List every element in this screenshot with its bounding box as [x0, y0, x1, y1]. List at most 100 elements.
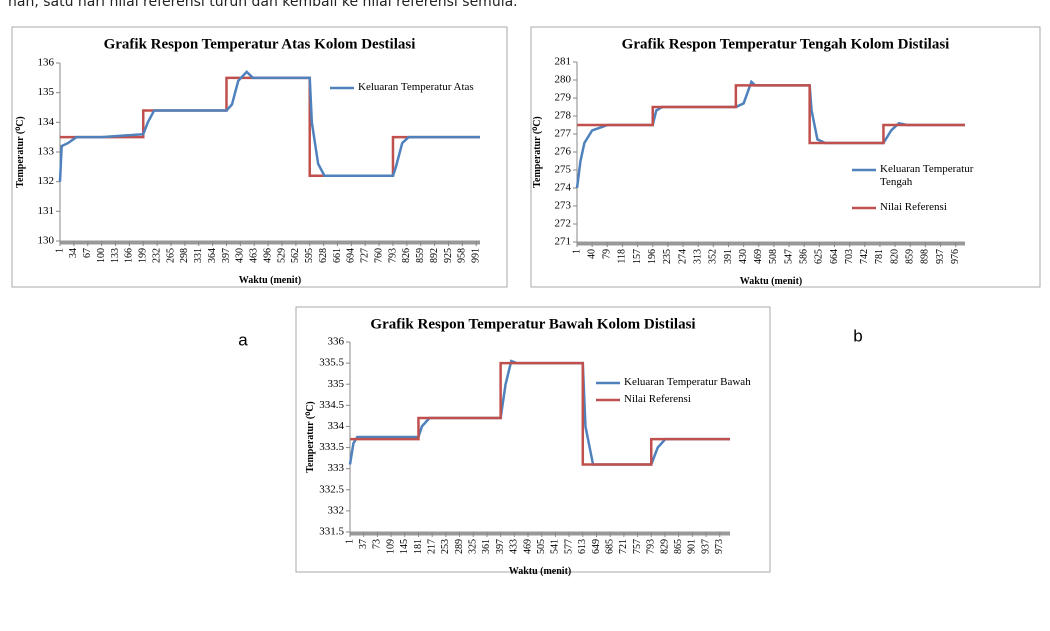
series-line [577, 84, 965, 145]
x-tick-label: 217 [426, 539, 437, 554]
x-tick-label: 793 [387, 248, 398, 263]
x-tick-label: 232 [151, 248, 162, 263]
x-tick-label: 562 [290, 248, 301, 263]
legend-label: Nilai Referensi [880, 201, 947, 213]
y-tick-label: 132 [38, 175, 55, 187]
x-tick-label: 664 [829, 249, 840, 264]
x-tick-label: 859 [415, 248, 426, 263]
x-tick-label: 727 [360, 248, 371, 263]
x-tick-label: 628 [318, 248, 329, 263]
x-tick-label: 820 [889, 249, 900, 264]
y-axis-label: Temperatur (⁰C) [532, 116, 543, 188]
x-tick-label: 397 [221, 248, 232, 263]
x-tick-label: 298 [179, 248, 190, 263]
x-tick-label: 331 [193, 248, 204, 263]
x-tick-label: 166 [124, 248, 135, 263]
x-tick-label: 1 [571, 249, 582, 254]
x-tick-label: 100 [96, 248, 107, 263]
x-tick-label: 430 [235, 248, 246, 263]
y-tick-label: 280 [555, 74, 572, 86]
x-tick-label: 496 [262, 248, 273, 263]
y-tick-label: 271 [555, 236, 572, 248]
y-tick-label: 334.5 [319, 399, 344, 411]
panel-label: a [238, 330, 248, 349]
x-tick-label: 757 [632, 539, 643, 554]
y-tick-label: 136 [38, 57, 55, 69]
x-tick-label: 118 [617, 249, 628, 264]
x-tick-label: 925 [443, 248, 454, 263]
x-tick-label: 793 [646, 539, 657, 554]
legend-label: Nilai Referensi [624, 393, 691, 405]
x-tick-label: 40 [586, 249, 597, 259]
y-tick-label: 332.5 [319, 483, 344, 495]
x-tick-label: 937 [935, 249, 946, 264]
x-tick-label: 361 [481, 539, 492, 554]
x-tick-label: 133 [110, 248, 121, 263]
y-tick-label: 272 [555, 218, 572, 230]
y-tick-label: 274 [555, 182, 572, 194]
y-tick-label: 331.5 [319, 526, 344, 538]
y-tick-label: 275 [555, 164, 572, 176]
legend-label: Keluaran Temperatur Atas [358, 81, 474, 93]
x-tick-label: 625 [814, 249, 825, 264]
x-tick-label: 397 [495, 539, 506, 554]
x-tick-label: 505 [536, 539, 547, 554]
x-tick-label: 973 [714, 539, 725, 554]
x-tick-label: 1 [54, 248, 65, 253]
chart-title: Grafik Respon Temperatur Atas Kolom Dest… [104, 36, 416, 52]
x-tick-label: 508 [768, 249, 779, 264]
x-tick-label: 1 [344, 539, 355, 544]
y-axis-label: Temperatur (⁰C) [305, 401, 316, 473]
x-tick-label: 976 [950, 249, 961, 264]
x-tick-label: 352 [708, 249, 719, 264]
y-tick-label: 278 [555, 110, 572, 122]
x-axis-label: Waktu (menit) [509, 566, 572, 577]
x-tick-label: 325 [468, 539, 479, 554]
y-tick-label: 334 [328, 420, 345, 432]
x-tick-label: 649 [591, 539, 602, 554]
x-tick-label: 67 [82, 248, 93, 258]
x-tick-label: 433 [509, 539, 520, 554]
x-tick-label: 109 [385, 539, 396, 554]
x-tick-label: 760 [373, 248, 384, 263]
x-tick-label: 829 [659, 539, 670, 554]
x-tick-label: 289 [454, 539, 465, 554]
x-tick-label: 196 [647, 249, 658, 264]
x-tick-label: 235 [662, 249, 673, 264]
x-tick-label: 181 [413, 539, 424, 554]
x-tick-label: 313 [692, 249, 703, 264]
y-tick-label: 130 [38, 235, 55, 247]
x-tick-label: 547 [783, 249, 794, 264]
x-tick-label: 34 [68, 248, 79, 258]
y-tick-label: 333.5 [319, 441, 344, 453]
x-tick-label: 892 [429, 248, 440, 263]
x-tick-label: 199 [138, 248, 149, 263]
x-tick-label: 781 [874, 249, 885, 264]
x-tick-label: 274 [677, 249, 688, 264]
x-tick-label: 469 [522, 539, 533, 554]
x-tick-label: 37 [358, 539, 369, 549]
x-tick-label: 463 [249, 248, 260, 263]
x-tick-label: 898 [920, 249, 931, 264]
y-tick-label: 335.5 [319, 357, 344, 369]
x-axis-label: Waktu (menit) [239, 275, 302, 286]
x-tick-label: 958 [457, 248, 468, 263]
y-tick-label: 279 [555, 92, 572, 104]
x-tick-label: 937 [700, 539, 711, 554]
x-tick-label: 991 [471, 248, 482, 263]
panel-label: b [853, 326, 862, 345]
x-tick-label: 586 [799, 249, 810, 264]
y-tick-label: 273 [555, 200, 572, 212]
x-tick-label: 253 [440, 539, 451, 554]
x-tick-label: 73 [372, 539, 383, 549]
x-tick-label: 661 [332, 248, 343, 263]
y-tick-label: 276 [555, 146, 572, 158]
y-tick-label: 336 [328, 336, 345, 348]
y-tick-label: 335 [328, 378, 345, 390]
y-tick-label: 134 [38, 116, 55, 128]
x-tick-label: 595 [304, 248, 315, 263]
y-axis-label: Temperatur (⁰C) [15, 116, 26, 188]
x-tick-label: 145 [399, 539, 410, 554]
x-tick-label: 901 [687, 539, 698, 554]
